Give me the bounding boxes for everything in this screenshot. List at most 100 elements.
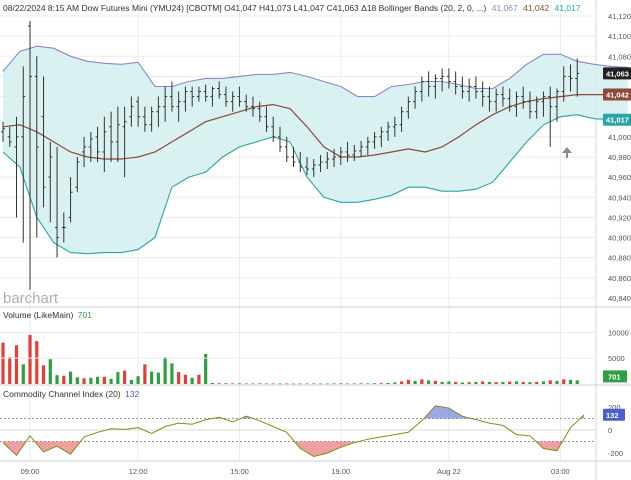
ohlc-bar bbox=[561, 66, 566, 102]
volume-tag-bg bbox=[603, 370, 627, 383]
ohlc-bar bbox=[332, 148, 337, 168]
time-tick-label: 12:00 bbox=[129, 467, 148, 476]
ohlc-bars bbox=[1, 21, 580, 290]
ohlc-bar bbox=[440, 68, 445, 92]
ohlc-bar bbox=[68, 177, 73, 223]
volume-bar bbox=[41, 365, 46, 384]
volume-bar bbox=[528, 382, 532, 384]
lower-band-line bbox=[2, 114, 628, 255]
price-tag-bg bbox=[603, 67, 631, 80]
volume-bar bbox=[48, 359, 52, 384]
volume-bar bbox=[494, 382, 498, 384]
price-tick-label: 40,900 bbox=[608, 234, 631, 243]
time-tick-label: 19:00 bbox=[331, 467, 350, 476]
volume-tick-label: 5000 bbox=[608, 354, 625, 363]
volume-bar bbox=[102, 376, 106, 384]
ohlc-bar bbox=[284, 136, 289, 163]
volume-bar bbox=[366, 383, 370, 385]
price-tick-label: 40,860 bbox=[608, 274, 631, 283]
volume-bar bbox=[318, 383, 323, 385]
ohlc-bar bbox=[318, 154, 323, 173]
volume-bar bbox=[62, 375, 66, 384]
ohlc-bar bbox=[7, 126, 12, 147]
ohlc-bar bbox=[14, 116, 19, 218]
volume-bar bbox=[183, 374, 188, 384]
ohlc-bar bbox=[217, 81, 222, 99]
volume-bar bbox=[433, 380, 437, 384]
volume-bar bbox=[35, 341, 39, 384]
volume-bar bbox=[467, 382, 471, 384]
volume-bar bbox=[231, 383, 235, 384]
ohlc-bar bbox=[527, 91, 532, 119]
volume-bar bbox=[251, 383, 255, 385]
volume-bar bbox=[487, 381, 492, 384]
volume-title: Volume (LikeMain) bbox=[3, 310, 74, 320]
price-tick-label: 40,920 bbox=[608, 213, 631, 222]
ohlc-bar bbox=[541, 91, 546, 117]
volume-bar bbox=[224, 383, 228, 384]
ohlc-bar bbox=[183, 86, 188, 112]
volume-bar bbox=[1, 342, 5, 384]
cci-tick-label: -200 bbox=[608, 449, 623, 458]
volume-bar bbox=[474, 381, 478, 384]
ohlc-bar bbox=[176, 91, 181, 122]
ohlc-bar bbox=[460, 76, 465, 99]
volume-bar bbox=[285, 383, 289, 385]
volume-bar bbox=[258, 383, 262, 384]
volume-bar bbox=[143, 364, 147, 384]
ohlc-bar bbox=[136, 96, 141, 127]
price-tick-label: 41,100 bbox=[608, 32, 631, 41]
price-tick-label: 40,940 bbox=[608, 193, 631, 202]
ohlc-bar bbox=[487, 86, 492, 112]
volume-bar bbox=[440, 381, 444, 384]
volume-bar bbox=[109, 378, 113, 384]
ohlc-bar bbox=[521, 86, 526, 109]
bollinger-band-fill bbox=[3, 46, 628, 254]
price-tag-bg bbox=[603, 88, 631, 101]
volume-bar bbox=[190, 377, 194, 384]
volume-bar bbox=[177, 372, 181, 384]
volume-bar bbox=[399, 381, 404, 384]
volume-bar bbox=[89, 377, 93, 384]
volume-bar bbox=[312, 383, 316, 385]
volume-bar bbox=[548, 380, 552, 384]
volume-bar bbox=[170, 363, 174, 384]
volume-tag-label: 701 bbox=[608, 372, 621, 381]
ohlc-bar bbox=[413, 86, 418, 109]
ohlc-bar bbox=[386, 121, 391, 141]
volume-bars[interactable] bbox=[1, 334, 579, 385]
ohlc-bar bbox=[237, 86, 242, 107]
volume-bar bbox=[339, 383, 343, 384]
volume-bar bbox=[501, 381, 505, 384]
cci-plot[interactable] bbox=[0, 405, 596, 458]
volume-tick-label: 10000 bbox=[608, 328, 629, 337]
ohlc-bar bbox=[480, 81, 485, 107]
price-tick-label: 40,840 bbox=[608, 294, 631, 303]
ohlc-bar bbox=[75, 156, 80, 193]
ohlc-bar bbox=[426, 71, 431, 97]
volume-bar bbox=[123, 370, 127, 384]
ohlc-bar bbox=[277, 126, 282, 152]
ohlc-bar bbox=[190, 86, 195, 107]
ohlc-bar bbox=[365, 136, 370, 155]
time-tick-label: 09:00 bbox=[21, 467, 40, 476]
ohlc-bar bbox=[129, 96, 134, 127]
volume-bar bbox=[244, 383, 248, 385]
ohlc-bar bbox=[575, 58, 580, 97]
volume-bar bbox=[352, 383, 356, 385]
volume-bar bbox=[406, 379, 410, 384]
price-tick-label: 41,080 bbox=[608, 52, 631, 61]
price-tags: 41,063 41,042 41,017 bbox=[603, 67, 631, 126]
volume-bar bbox=[291, 383, 296, 385]
ohlc-bar bbox=[325, 151, 330, 170]
ohlc-bar bbox=[1, 121, 5, 142]
ohlc-bar bbox=[250, 96, 255, 117]
price-panel[interactable] bbox=[1, 21, 628, 290]
ohlc-bar bbox=[48, 141, 53, 223]
price-tick-label: 41,000 bbox=[608, 133, 631, 142]
ohlc-bar bbox=[291, 146, 296, 168]
volume-bar bbox=[508, 381, 512, 384]
volume-bar bbox=[264, 383, 269, 385]
price-tick-label: 40,960 bbox=[608, 173, 631, 182]
